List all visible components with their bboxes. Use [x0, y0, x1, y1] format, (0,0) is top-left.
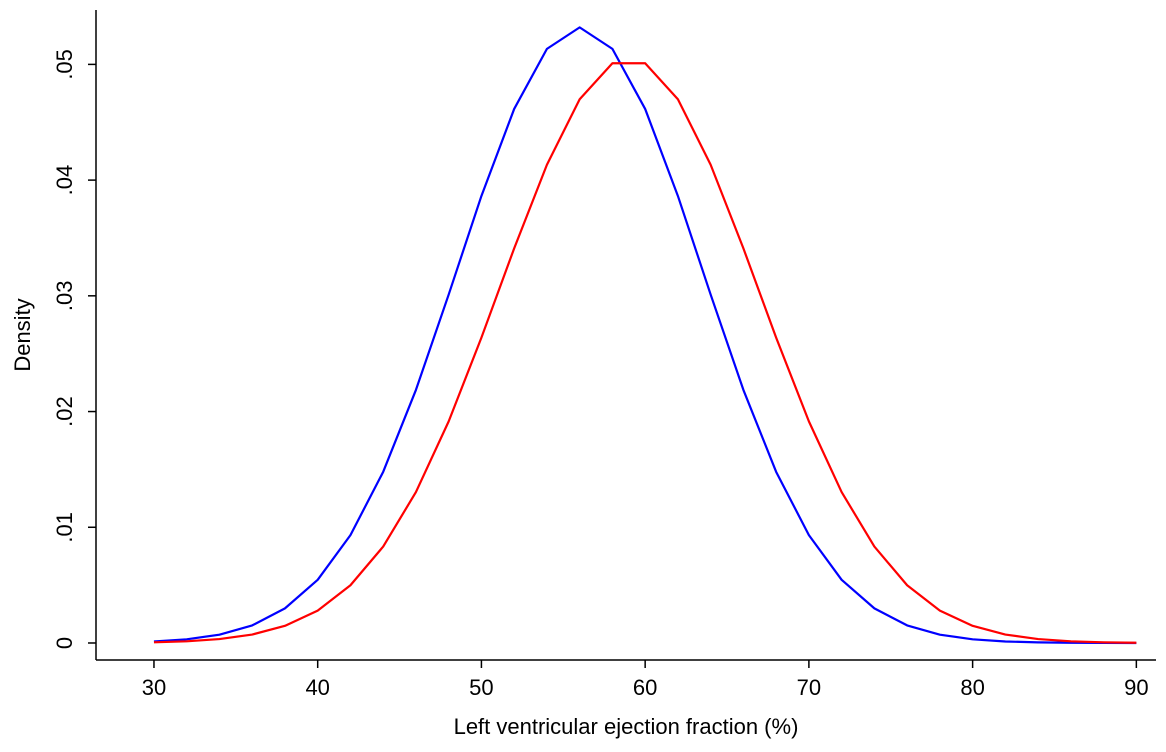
y-tick-label: .02	[52, 396, 77, 427]
x-tick-label: 70	[797, 675, 821, 700]
density-line	[153, 62, 1137, 644]
y-tick-label: 0	[52, 637, 77, 649]
x-tick-label: 40	[305, 675, 329, 700]
density-line	[153, 26, 1137, 645]
x-tick-label: 90	[1124, 675, 1148, 700]
x-tick-label: 60	[633, 675, 657, 700]
x-axis-label: Left ventricular ejection fraction (%)	[454, 714, 799, 739]
x-tick-label: 80	[960, 675, 984, 700]
y-axis-label: Density	[10, 298, 35, 371]
x-tick-label: 50	[469, 675, 493, 700]
y-tick-label: .05	[52, 49, 77, 80]
x-tick-label: 30	[142, 675, 166, 700]
y-tick-label: .03	[52, 281, 77, 312]
y-tick-label: .01	[52, 512, 77, 543]
y-tick-label: .04	[52, 165, 77, 196]
